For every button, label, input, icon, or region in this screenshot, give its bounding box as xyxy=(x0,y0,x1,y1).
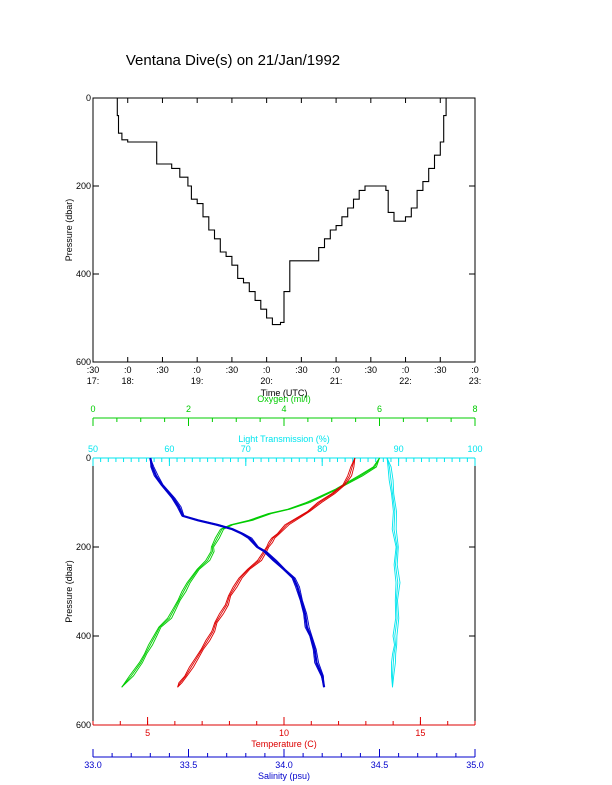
oxygen-tick-label: 2 xyxy=(186,404,191,414)
light-profile-line xyxy=(386,457,401,688)
x-tick-label: :0 xyxy=(402,365,410,375)
oxygen-tick-label: 0 xyxy=(90,404,95,414)
salinity-axis-label: Salinity (psu) xyxy=(258,771,310,781)
y-tick-label: 0 xyxy=(86,453,91,463)
series-line-dive-pressure xyxy=(116,97,447,326)
x-axis-label: Time (UTC) xyxy=(261,388,308,398)
salinity-tick-label: 34.5 xyxy=(371,760,389,770)
x-tick-label: 21: xyxy=(330,376,343,386)
y-tick-label: 600 xyxy=(76,357,91,367)
light-tick-label: 60 xyxy=(164,444,174,454)
x-tick-label: :0 xyxy=(124,365,132,375)
y-tick-label: 400 xyxy=(76,631,91,641)
profile-plot: 0 200 400 600 Pressure (dbar) 0 2 4 6 8 Oxygen (ml… xyxy=(64,394,484,781)
salinity-tick-label: 33.5 xyxy=(180,760,198,770)
x-tick-label: 22: xyxy=(399,376,412,386)
x-tick-label: 18: xyxy=(121,376,134,386)
temperature-profile-line xyxy=(177,457,356,688)
temperature-tick-label: 10 xyxy=(279,728,289,738)
x-tick-label: 23: xyxy=(469,376,482,386)
light-tick-label: 50 xyxy=(88,444,98,454)
x-tick-label: :30 xyxy=(226,365,239,375)
salinity-profile-line xyxy=(149,457,326,688)
light-tick-label: 100 xyxy=(467,444,482,454)
y-axis-label: Pressure (dbar) xyxy=(64,199,74,262)
x-tick-label: 19: xyxy=(191,376,204,386)
oxygen-profile-line xyxy=(121,457,380,688)
y-tick-label: 0 xyxy=(86,93,91,103)
light-profile-line xyxy=(386,457,397,688)
light-tick-label: 80 xyxy=(317,444,327,454)
time-pressure-plot: :3017::018::30:019::30:020::30:021::30:0… xyxy=(64,93,481,398)
salinity-profile-line xyxy=(149,457,325,688)
oxygen-profile-line xyxy=(121,457,380,688)
oxygen-profile-line xyxy=(121,457,380,688)
y-tick-label: 400 xyxy=(76,269,91,279)
salinity-tick-label: 34.0 xyxy=(275,760,293,770)
oxygen-axis-label: Oxygen (ml/l) xyxy=(257,394,311,404)
temperature-profile-line xyxy=(177,457,356,688)
light-profile-line xyxy=(386,457,399,688)
x-tick-label: :30 xyxy=(434,365,447,375)
temperature-axis-label: Temperature (C) xyxy=(251,739,317,749)
light-tick-label: 70 xyxy=(241,444,251,454)
x-tick-label: :30 xyxy=(87,365,100,375)
light-axis-label: Light Transmission (%) xyxy=(238,434,330,444)
x-tick-label: 17: xyxy=(87,376,100,386)
x-tick-label: :0 xyxy=(263,365,271,375)
plot-frame xyxy=(92,97,476,363)
y-tick-label: 200 xyxy=(76,542,91,552)
y-axis-label: Pressure (dbar) xyxy=(64,560,74,623)
temperature-tick-label: 15 xyxy=(415,728,425,738)
page-title: Ventana Dive(s) on 21/Jan/1992 xyxy=(126,52,340,69)
y-tick-label: 200 xyxy=(76,181,91,191)
x-tick-label: :30 xyxy=(156,365,169,375)
x-tick-label: :0 xyxy=(332,365,340,375)
salinity-profile-line xyxy=(149,457,325,688)
y-tick-label: 600 xyxy=(76,720,91,730)
x-tick-label: :30 xyxy=(295,365,308,375)
salinity-tick-label: 33.0 xyxy=(84,760,102,770)
x-tick-label: :30 xyxy=(365,365,378,375)
salinity-tick-label: 35.0 xyxy=(466,760,484,770)
x-tick-label: 20: xyxy=(260,376,273,386)
oxygen-tick-label: 6 xyxy=(377,404,382,414)
light-tick-label: 90 xyxy=(394,444,404,454)
temperature-tick-label: 5 xyxy=(145,728,150,738)
x-tick-label: :0 xyxy=(193,365,201,375)
x-tick-label: :0 xyxy=(471,365,479,375)
oxygen-tick-label: 8 xyxy=(472,404,477,414)
oxygen-tick-label: 4 xyxy=(281,404,286,414)
temperature-profile-line xyxy=(177,457,356,688)
